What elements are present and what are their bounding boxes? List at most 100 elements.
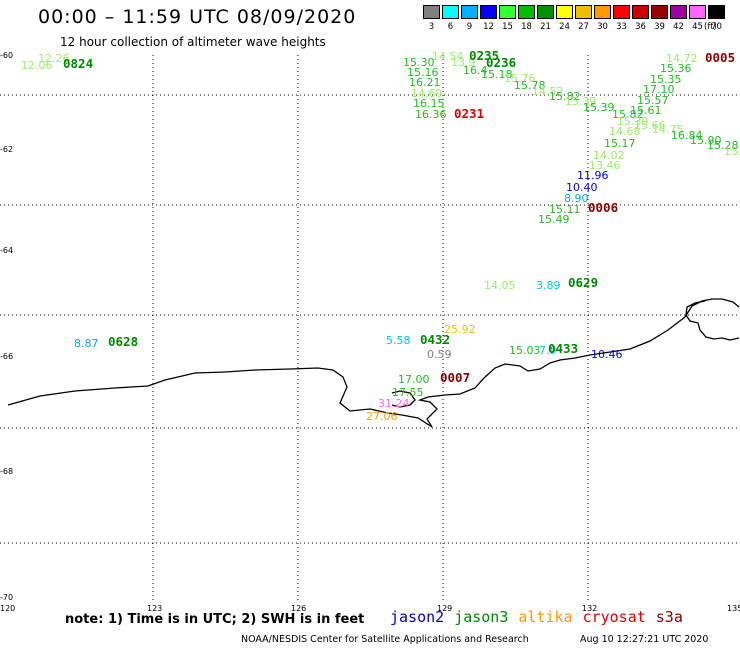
wave-height-label: 13.9 [451, 56, 476, 69]
wave-height-label: 15.82 [549, 90, 581, 103]
latitude-label: -62 [0, 145, 14, 154]
latitude-label: -60 [0, 51, 14, 60]
scale-swatch [556, 5, 573, 19]
scale-label: 3 [428, 22, 435, 32]
wave-height-label: 12.06 [21, 59, 53, 72]
wave-height-label: 17.10 [643, 83, 675, 96]
wave-height-label: 15.03 [509, 344, 541, 357]
scale-label: 18 [521, 22, 532, 32]
wave-height-label: 8.87 [74, 337, 99, 350]
pass-time-label: 0007 [440, 370, 471, 385]
scale-label: 12 [483, 22, 494, 32]
wave-height-label: 16.84 [671, 129, 703, 142]
pass-time-label: 0235 [469, 48, 500, 63]
scale-swatch [442, 5, 459, 19]
wave-height-label: 16.4 [463, 64, 488, 77]
wave-height-label: 15.28 [707, 139, 739, 152]
longitude-label: 120 [0, 604, 16, 613]
scale-swatch [594, 5, 611, 19]
wave-height-label: 8.90 [564, 192, 589, 205]
wave-height-label: 17.55 [392, 386, 424, 399]
scale-swatch [651, 5, 668, 19]
wave-height-label: 31.24 [378, 397, 410, 410]
longitude-label: 135 [727, 604, 740, 613]
wave-height-label: 15. [724, 145, 740, 158]
scale-label: 21 [540, 22, 551, 32]
credit-line: NOAA/NESDIS Center for Satellite Applica… [241, 634, 529, 645]
map-title: 00:00 – 11:59 UTC 08/09/2020 [38, 6, 357, 28]
footnote: note: 1) Time is in UTC; 2) SWH is in fe… [65, 612, 365, 627]
wave-height-label: 14.05 [484, 279, 516, 292]
wave-height-label: 15.17 [604, 137, 636, 150]
wave-height-label: 27.06 [366, 410, 398, 423]
wave-height-label: 13.46 [589, 159, 621, 172]
wave-height-label: 5.58 [386, 334, 411, 347]
wave-height-label: 15.18 [481, 68, 513, 81]
satellite-legend-cryosat: cryosat [582, 608, 646, 626]
scale-unit: (ft) [704, 22, 717, 32]
scale-swatch [632, 5, 649, 19]
wave-height-label: 15.76 [504, 72, 536, 85]
coastline-bay [685, 300, 740, 341]
wave-height-label: 0.59 [427, 348, 452, 361]
scale-swatch [537, 5, 554, 19]
scale-label: 70 [711, 22, 722, 32]
scale-swatch [499, 5, 516, 19]
scale-swatch [613, 5, 630, 19]
pass-time-label: 0432 [420, 332, 451, 347]
wave-height-label: 14.52 [532, 85, 564, 98]
scale-swatch [423, 5, 440, 19]
satellite-legend-s3a: s3a [655, 608, 683, 626]
wave-height-label: 17.00 [398, 373, 430, 386]
satellite-legend-jason3: jason3 [454, 608, 509, 626]
wave-height-label: 12.26 [38, 52, 70, 65]
latitude-label: -68 [0, 467, 14, 476]
antarctic-coastline [7, 298, 740, 428]
scale-swatch [480, 5, 497, 19]
scale-label: 45 [692, 22, 703, 32]
wave-height-label: 15.78 [514, 79, 546, 92]
wave-height-label: 14.72 [666, 52, 698, 65]
scale-label: 36 [635, 22, 646, 32]
longitude-label: 129 [437, 604, 453, 613]
wave-height-label: 16.21 [409, 76, 441, 89]
wave-height-label: 15.90 [690, 134, 722, 147]
scale-swatch [518, 5, 535, 19]
latitude-label: -66 [0, 352, 14, 361]
wave-height-label: 3.89 [536, 279, 561, 292]
wave-height-label: 14.68 [609, 125, 641, 138]
lat-lon-grid [0, 55, 740, 601]
wave-height-label: 10.40 [566, 181, 598, 194]
wave-height-label: 15.49 [538, 213, 570, 226]
scale-label: 15 [502, 22, 513, 32]
longitude-label: 123 [147, 604, 163, 613]
pass-time-label: 0433 [548, 341, 579, 356]
latitude-label: -70 [0, 593, 14, 602]
pass-time-label: 0824 [63, 56, 94, 71]
wave-height-label: 15.11 [549, 203, 581, 216]
map-area [0, 55, 740, 601]
wave-height-label: 15.39 [565, 95, 597, 108]
scale-label: 39 [654, 22, 665, 32]
longitude-label: 132 [582, 604, 598, 613]
wave-height-label: 15.35 [650, 73, 682, 86]
longitude-label: 126 [291, 604, 307, 613]
scale-swatch [670, 5, 687, 19]
wave-height-label: 14.54 [432, 50, 464, 63]
scale-swatch [575, 5, 592, 19]
wave-height-label: 25.92 [444, 323, 476, 336]
satellite-legend-jason2: jason2 [390, 608, 445, 626]
map-subtitle: 12 hour collection of altimeter wave hei… [60, 35, 326, 49]
wave-height-label: 15.66 [634, 119, 666, 132]
wave-height-label: 11.96 [577, 169, 609, 182]
generated-timestamp: Aug 10 12:27:21 UTC 2020 [580, 634, 709, 645]
wave-height-label: 14.69 [411, 87, 443, 100]
coastline-inlet [391, 390, 416, 408]
pass-time-label: 0628 [108, 334, 139, 349]
scale-label: 42 [673, 22, 684, 32]
wave-height-label: 16.36 [415, 108, 447, 121]
wave-height-label: 15.39 [617, 115, 649, 128]
scale-swatch [689, 5, 706, 19]
wave-height-label: 15.57 [637, 94, 669, 107]
wave-height-label: 15.36 [660, 62, 692, 75]
